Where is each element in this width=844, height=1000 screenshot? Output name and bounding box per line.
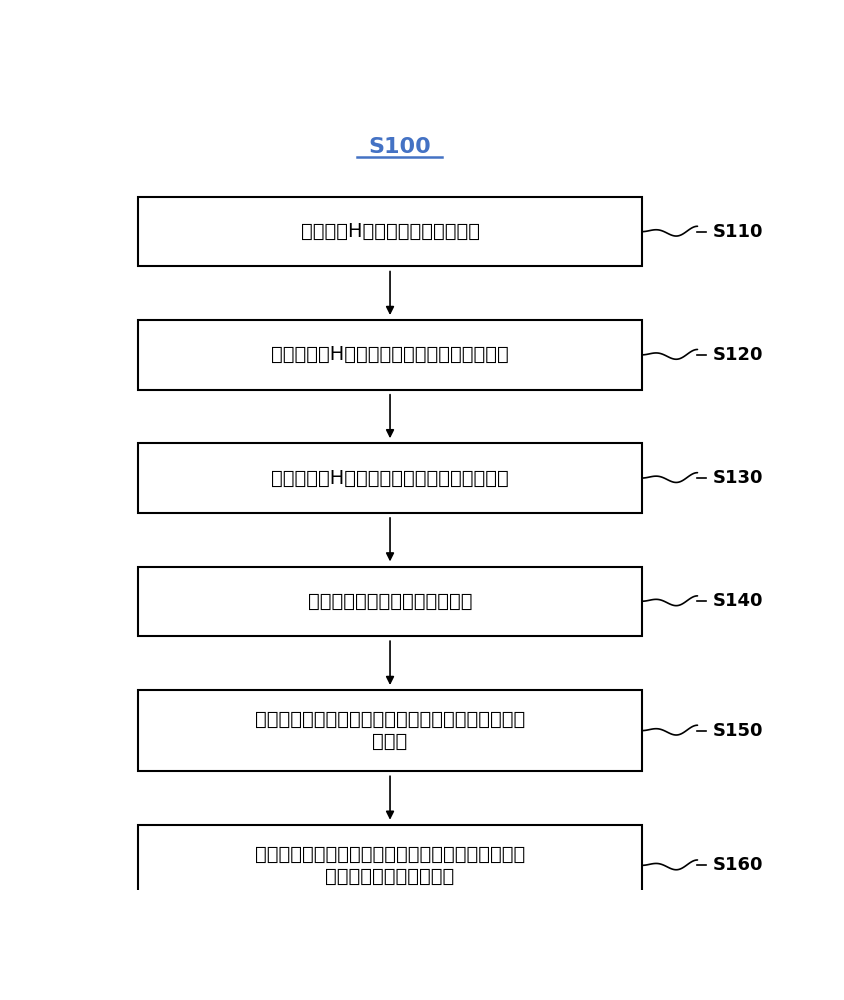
FancyBboxPatch shape xyxy=(138,443,642,513)
Text: S150: S150 xyxy=(712,722,763,740)
FancyBboxPatch shape xyxy=(138,567,642,636)
Text: 对所述级联H桥光伏逆变器故障模式进行分析: 对所述级联H桥光伏逆变器故障模式进行分析 xyxy=(271,469,509,488)
FancyBboxPatch shape xyxy=(138,690,642,771)
Text: 采用改进的细菌觅食优化算法求解最优的核函数带宽
和偏置: 采用改进的细菌觅食优化算法求解最优的核函数带宽 和偏置 xyxy=(255,710,525,751)
FancyBboxPatch shape xyxy=(138,320,642,390)
Text: S110: S110 xyxy=(712,223,763,241)
Text: S130: S130 xyxy=(712,469,763,487)
Text: S100: S100 xyxy=(369,137,431,157)
Text: S140: S140 xyxy=(712,592,763,610)
FancyBboxPatch shape xyxy=(138,197,642,266)
Text: 对所述级联H桥光伏逆变器并网电流进行控制: 对所述级联H桥光伏逆变器并网电流进行控制 xyxy=(271,345,509,364)
Text: S120: S120 xyxy=(712,346,763,364)
Text: 设置级联H桥光伏逆变器拓扑结构: 设置级联H桥光伏逆变器拓扑结构 xyxy=(300,222,479,241)
Text: S160: S160 xyxy=(712,856,763,874)
Text: 采用小波包能量熵进行特征提取: 采用小波包能量熵进行特征提取 xyxy=(308,592,473,611)
FancyBboxPatch shape xyxy=(138,825,642,906)
Text: 根据所述最优的核函数带宽和偏置，采用支持向量机
训练数据并进行故障诊断: 根据所述最优的核函数带宽和偏置，采用支持向量机 训练数据并进行故障诊断 xyxy=(255,845,525,886)
